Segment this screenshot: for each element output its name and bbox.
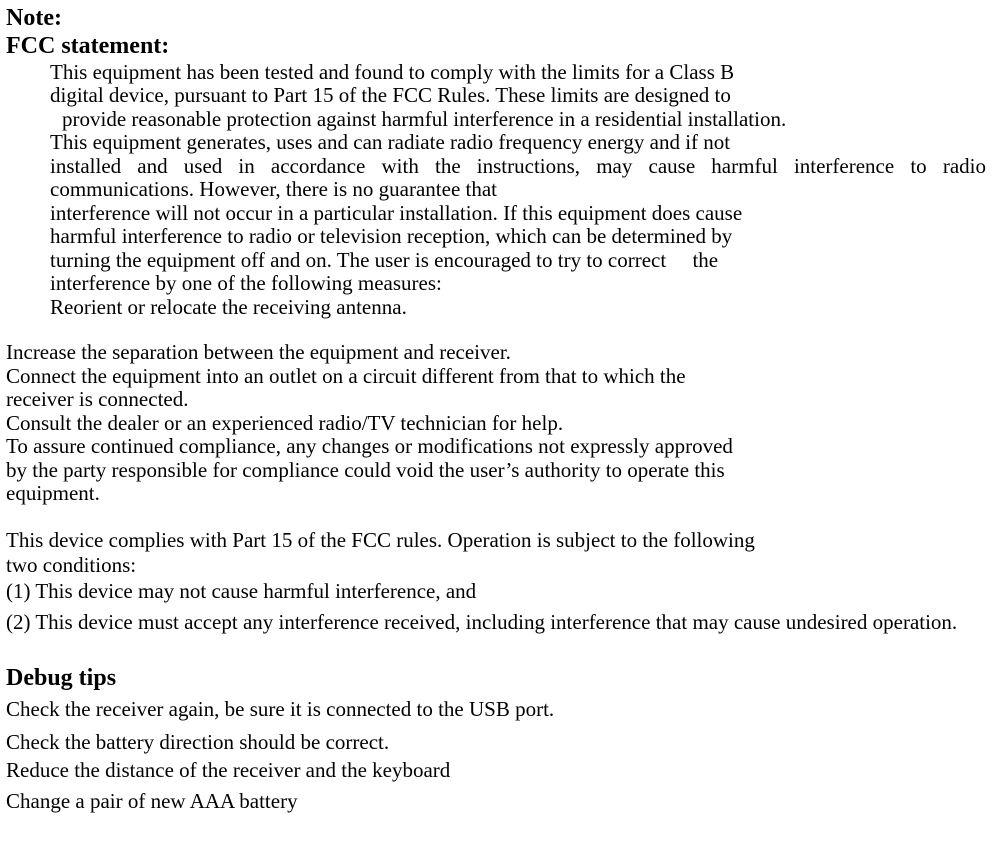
fcc-line: by the party responsible for compliance … (6, 459, 986, 483)
heading-debug-tips: Debug tips (6, 664, 986, 692)
fcc-line: two conditions: (6, 553, 986, 578)
debug-tip: Check the receiver again, be sure it is … (6, 696, 986, 723)
fcc-line: Connect the equipment into an outlet on … (6, 365, 986, 389)
fcc-line: equipment. (6, 482, 986, 506)
fcc-line: interference will not occur in a particu… (50, 202, 986, 226)
fcc-line: This device complies with Part 15 of the… (6, 528, 986, 553)
fcc-flush-paragraph-1: Increase the separation between the equi… (6, 341, 986, 506)
debug-tip: Reduce the distance of the receiver and … (6, 757, 986, 784)
fcc-line: harmful interference to radio or televis… (50, 225, 986, 249)
fcc-flush-paragraph-2: This device complies with Part 15 of the… (6, 528, 986, 638)
debug-tip: Change a pair of new AAA battery (6, 788, 986, 815)
fcc-line: digital device, pursuant to Part 15 of t… (50, 84, 986, 108)
spacer (6, 319, 986, 341)
fcc-line: installed and used in accordance with th… (50, 155, 986, 202)
spacer (6, 638, 986, 664)
debug-tips-list: Check the receiver again, be sure it is … (6, 696, 986, 815)
fcc-line: To assure continued compliance, any chan… (6, 435, 986, 459)
fcc-line: This equipment generates, uses and can r… (50, 131, 986, 155)
fcc-line: provide reasonable protection against ha… (50, 108, 986, 132)
fcc-line: Reorient or relocate the receiving anten… (50, 296, 986, 320)
spacer (6, 506, 986, 528)
fcc-line: (1) This device may not cause harmful in… (6, 579, 986, 604)
fcc-line: receiver is connected. (6, 388, 986, 412)
fcc-line: This equipment has been tested and found… (50, 61, 986, 85)
fcc-line: (2) This device must accept any interfer… (6, 608, 986, 637)
fcc-line: turning the equipment off and on. The us… (50, 249, 986, 273)
fcc-line: Consult the dealer or an experienced rad… (6, 412, 986, 436)
heading-note: Note: (6, 4, 986, 32)
document-body: Note: FCC statement: This equipment has … (6, 4, 986, 815)
debug-tip: Check the battery direction should be co… (6, 729, 986, 756)
fcc-line: Increase the separation between the equi… (6, 341, 986, 365)
heading-fcc-statement: FCC statement: (6, 32, 986, 60)
fcc-indented-paragraph: This equipment has been tested and found… (6, 61, 986, 320)
fcc-line: interference by one of the following mea… (50, 272, 986, 296)
